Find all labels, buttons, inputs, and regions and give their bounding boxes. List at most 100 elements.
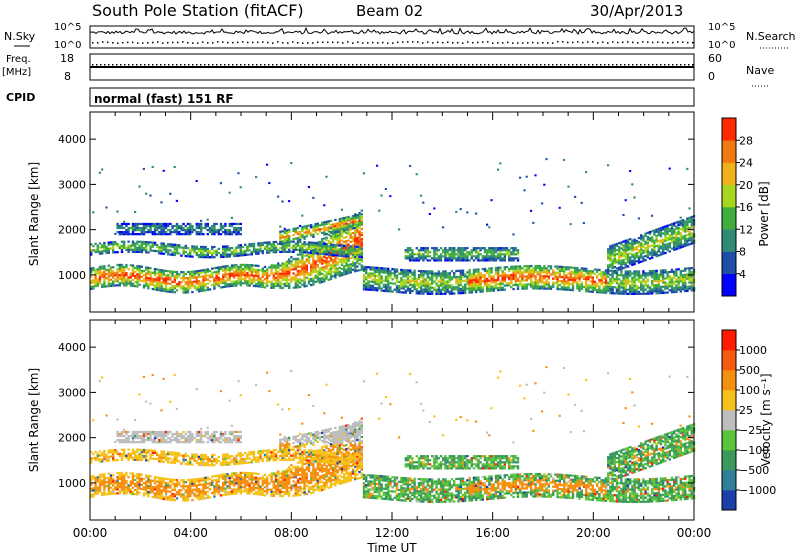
power-cell: [215, 249, 218, 253]
power-cell: [277, 276, 280, 279]
velocity-cell: [92, 489, 95, 492]
velocity-cell: [105, 414, 108, 417]
power-cell: [257, 285, 260, 288]
power-cell: [387, 269, 390, 272]
power-cell: [613, 249, 616, 252]
power-cell: [675, 245, 678, 249]
power-cell: [235, 270, 238, 273]
power-cell: [664, 287, 667, 290]
power-cell: [351, 227, 355, 230]
power-cell: [160, 269, 163, 272]
power-cell: [107, 276, 110, 280]
power-cell: [169, 243, 172, 246]
power-cell: [160, 281, 163, 284]
power-cell: [415, 280, 418, 283]
power-cell: [230, 274, 234, 277]
power-cell: [512, 233, 515, 236]
power-cell: [631, 259, 634, 262]
power-cell: [664, 231, 667, 234]
power-cell: [162, 248, 165, 251]
power-cell: [321, 280, 324, 284]
power-cell: [611, 273, 614, 277]
power-cell: [360, 268, 363, 271]
power-cell: [360, 223, 363, 226]
power-cell: [171, 284, 174, 288]
nave-point: [484, 64, 486, 66]
power-cell: [226, 266, 229, 270]
power-cell: [510, 279, 513, 283]
velocity-cell: [103, 491, 106, 494]
power-cell: [107, 243, 110, 246]
power-cell: [633, 246, 636, 249]
power-cell: [655, 277, 658, 281]
power-cell: [512, 275, 515, 279]
velocity-cell: [109, 476, 113, 479]
power-cell: [103, 283, 106, 286]
power-cell: [648, 237, 652, 240]
power-cell: [125, 248, 128, 251]
power-cell: [587, 286, 590, 289]
power-cell: [679, 286, 682, 289]
power-cell: [459, 257, 462, 260]
power-cell: [228, 249, 231, 252]
power-cell: [107, 274, 110, 277]
power-cell: [640, 242, 643, 245]
power-cell: [162, 231, 165, 234]
nave-point: [416, 64, 418, 66]
power-cell: [197, 273, 201, 277]
power-cell: [354, 216, 357, 219]
power-cell: [318, 244, 322, 247]
power-cell: [336, 238, 339, 242]
power-cell: [666, 226, 669, 229]
power-cell: [585, 271, 588, 275]
power-cell: [633, 282, 636, 285]
power-cell: [459, 251, 462, 254]
power-cell: [354, 268, 357, 271]
power-cell: [653, 290, 656, 293]
power-cell: [329, 247, 333, 250]
power-cell: [604, 291, 608, 294]
nsearch-point: [342, 42, 344, 44]
power-cell: [325, 275, 328, 278]
power-cell: [435, 249, 438, 252]
nsky-label: N.Sky: [4, 30, 36, 43]
power-cell: [156, 268, 159, 271]
power-cell: [389, 269, 392, 273]
power-cell: [376, 268, 379, 272]
velocity-cell: [98, 475, 102, 479]
power-cell: [400, 283, 403, 286]
power-cell: [497, 282, 500, 286]
power-cell: [499, 249, 502, 252]
power-cell: [622, 286, 625, 289]
power-cell: [501, 272, 504, 275]
power-cell: [131, 282, 135, 285]
power-cell: [296, 278, 300, 281]
power-cell: [618, 262, 621, 265]
velocity-cell: [107, 455, 110, 458]
power-cell: [116, 269, 119, 273]
power-cell: [512, 287, 515, 291]
power-cell: [233, 280, 236, 283]
nsearch-point: [167, 41, 169, 44]
power-cell: [591, 278, 594, 281]
nave-point: [312, 64, 314, 66]
power-cell: [316, 222, 319, 225]
power-cell: [356, 245, 359, 248]
power-cell: [184, 273, 187, 276]
power-cell: [131, 231, 135, 234]
power-cell: [481, 257, 484, 260]
power-cell: [191, 228, 194, 232]
power-cell: [332, 253, 335, 257]
power-cell: [439, 292, 443, 295]
power-cell: [288, 278, 291, 281]
power-cell: [182, 228, 185, 232]
power-cell: [116, 284, 119, 287]
power-cell: [673, 228, 676, 231]
power-cell: [303, 283, 306, 286]
power-cell: [211, 267, 214, 270]
power-cell: [193, 286, 196, 289]
power-cell: [679, 242, 682, 245]
power-cell: [356, 222, 359, 225]
power-cell: [635, 252, 638, 255]
power-cell: [688, 235, 691, 238]
